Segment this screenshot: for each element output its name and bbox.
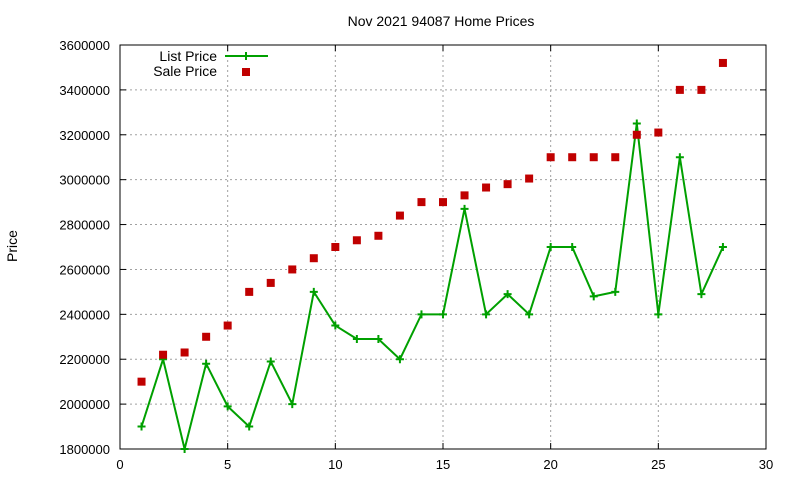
list-price-point: [611, 287, 620, 296]
list-price-point: [632, 119, 641, 128]
sale-price-point: [697, 85, 706, 94]
sale-price-point: [331, 243, 340, 251]
sale-price-point: [180, 348, 189, 357]
list-price-point: [331, 321, 340, 330]
sale-price-point: [460, 191, 469, 200]
sale-price-point: [611, 153, 620, 162]
list-price-point: [309, 287, 318, 296]
list-price-point: [697, 290, 706, 299]
list-price-point: [180, 445, 189, 453]
sale-price-point: [417, 198, 426, 207]
x-tick-label: 10: [328, 457, 342, 472]
x-tick-label: 30: [759, 457, 773, 472]
grid-layer: [120, 45, 766, 449]
y-tick-label: 2400000: [59, 307, 110, 322]
list-price-point: [245, 422, 254, 431]
list-price-point: [568, 243, 577, 251]
list-price-point: [374, 335, 383, 344]
list-price-line: [140, 123, 724, 450]
legend: List Price Sale Price: [153, 48, 268, 79]
sale-price-point: [288, 265, 297, 274]
sale-price-point: [718, 58, 727, 67]
list-price-point: [654, 310, 663, 319]
list-price-point: [417, 310, 426, 319]
legend-marker-list-price: [242, 52, 250, 60]
x-tick-label: 5: [224, 457, 231, 472]
sale-price-point: [352, 236, 361, 245]
series-layer: [137, 58, 727, 453]
axis-layer: 0 5 10 15 20 25 30 1800000 2000000 2200000 2400000…: [59, 38, 773, 472]
x-tick-label: 25: [651, 457, 665, 472]
y-tick-label: 3000000: [59, 173, 110, 188]
sale-price-point: [546, 153, 555, 162]
list-price-point: [460, 204, 469, 213]
sale-price-point: [159, 350, 168, 359]
chart-title: Nov 2021 94087 Home Prices: [348, 13, 535, 29]
y-tick-label: 2800000: [59, 218, 110, 233]
sale-price-point: [223, 321, 232, 330]
list-price-point: [439, 310, 447, 319]
list-price-point: [482, 310, 491, 319]
sale-price-point: [309, 254, 318, 263]
x-tick-label: 0: [116, 457, 123, 472]
legend-label-sale-price: Sale Price: [153, 63, 217, 79]
sale-price-point: [245, 287, 254, 296]
list-price-point: [137, 422, 146, 431]
x-tick-label: 15: [436, 457, 450, 472]
list-price-point: [525, 310, 534, 319]
y-tick-label: 3600000: [59, 38, 110, 53]
list-price-point: [288, 400, 297, 409]
y-tick-label: 1800000: [59, 442, 110, 457]
list-price-point: [675, 153, 684, 162]
sale-price-point: [374, 231, 383, 240]
list-price-point: [352, 335, 361, 344]
sale-price-point: [568, 153, 577, 162]
sale-price-point: [589, 153, 598, 162]
list-price-point: [546, 243, 555, 251]
list-price-point: [589, 292, 598, 301]
list-price-point: [266, 357, 275, 366]
list-price-point: [395, 355, 404, 364]
sale-price-point: [632, 130, 641, 139]
sale-price-point: [395, 211, 404, 220]
list-price-point: [718, 243, 727, 251]
sale-price-point: [202, 332, 211, 341]
y-axis-label: Price: [4, 230, 20, 262]
list-price-point: [503, 290, 512, 299]
y-tick-label: 3400000: [59, 83, 110, 98]
sale-price-point: [482, 183, 491, 192]
sale-price-point: [654, 128, 663, 137]
y-tick-label: 2600000: [59, 262, 110, 277]
sale-price-point: [503, 180, 512, 189]
y-tick-label: 3200000: [59, 128, 110, 143]
sale-price-point: [675, 85, 684, 94]
list-price-point: [202, 359, 211, 368]
sale-price-point: [439, 198, 447, 207]
sale-price-point: [266, 278, 275, 287]
legend-swatch-sale-price: [242, 68, 250, 76]
y-tick-label: 2000000: [59, 397, 110, 412]
list-price-point: [223, 402, 232, 411]
sale-price-point: [525, 174, 534, 183]
y-tick-label: 2200000: [59, 352, 110, 367]
x-tick-label: 20: [543, 457, 557, 472]
sale-price-point: [137, 377, 146, 386]
legend-label-list-price: List Price: [159, 48, 217, 64]
